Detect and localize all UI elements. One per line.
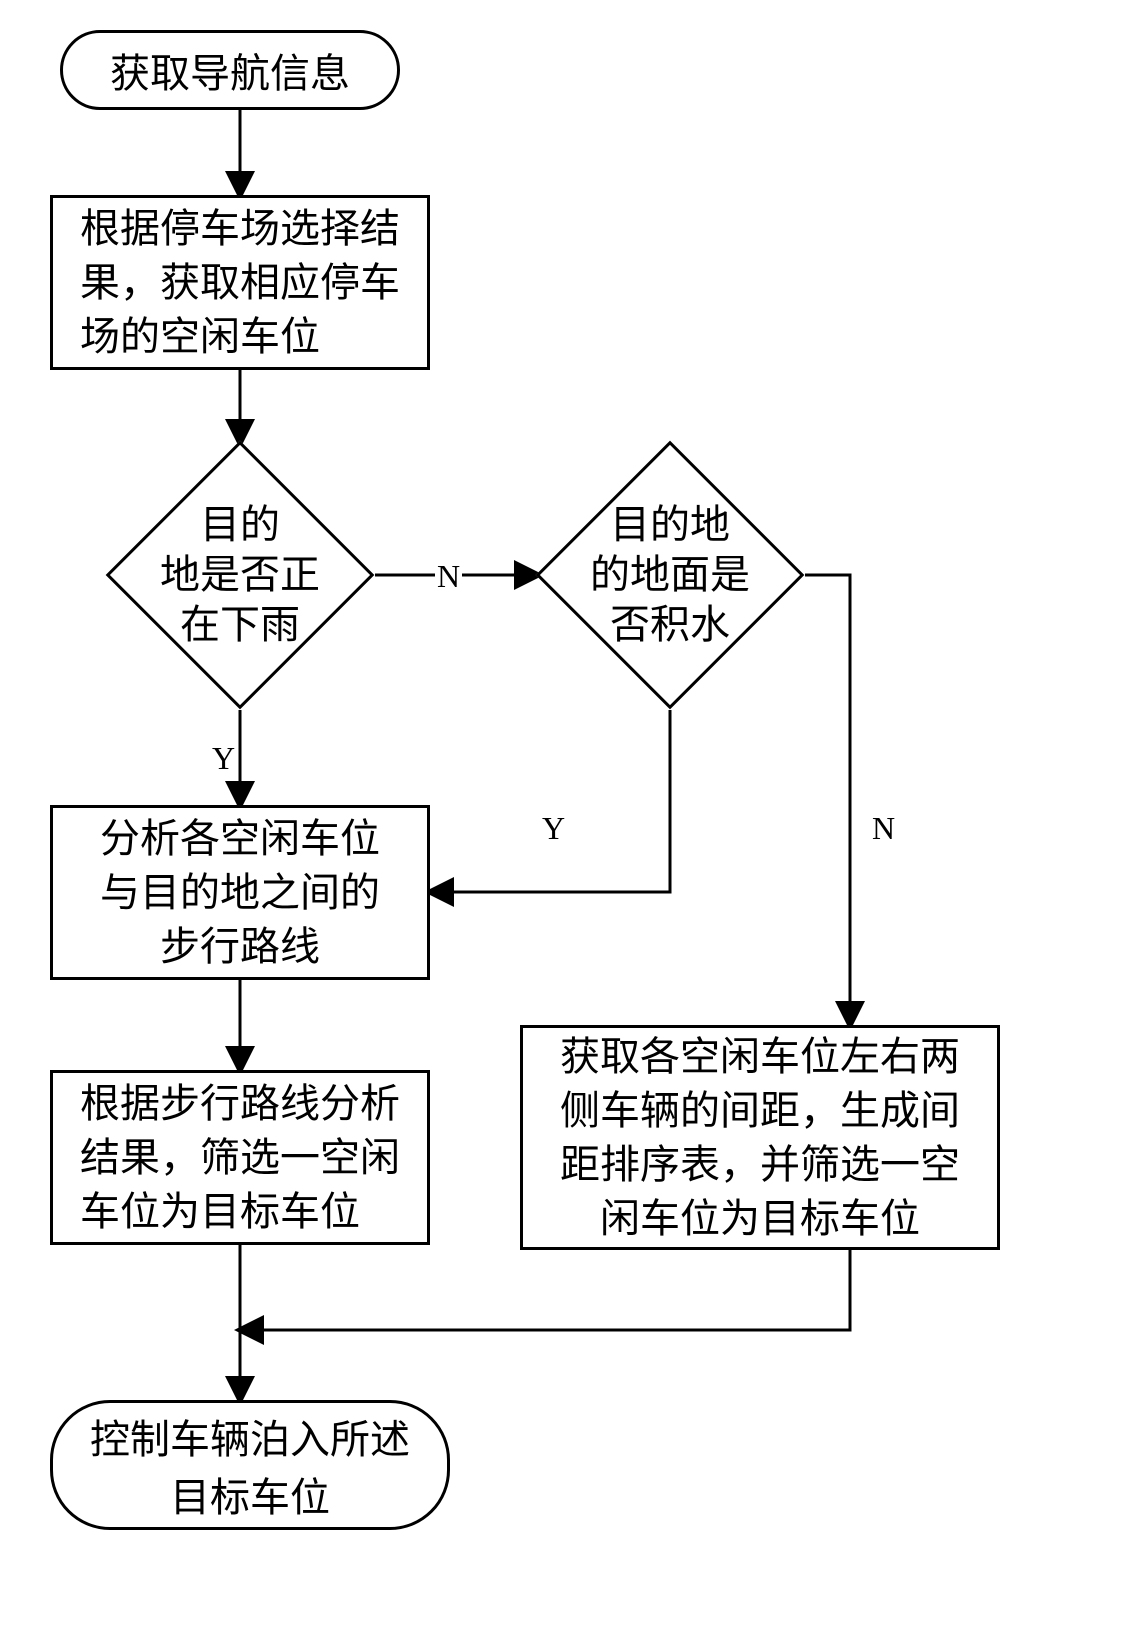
decision-raining bbox=[106, 441, 375, 710]
end-node: 控制车辆泊入所述 目标车位 bbox=[50, 1400, 450, 1530]
edge-label-d1-y: Y bbox=[210, 740, 237, 777]
decision-water bbox=[536, 441, 805, 710]
process-select-by-walk: 根据步行路线分析 结果，筛选一空闲 车位为目标车位 bbox=[50, 1070, 430, 1245]
edge-label-d2-n: N bbox=[870, 810, 897, 847]
flowchart-container: 获取导航信息 根据停车场选择结 果，获取相应停车 场的空闲车位 目的 地是否正 … bbox=[50, 30, 1080, 1610]
process-select-by-walk-text: 根据步行路线分析 结果，筛选一空闲 车位为目标车位 bbox=[80, 1077, 400, 1239]
end-text: 控制车辆泊入所述 目标车位 bbox=[90, 1407, 410, 1523]
start-text: 获取导航信息 bbox=[110, 41, 350, 99]
process-analyze-walk: 分析各空闲车位 与目的地之间的 步行路线 bbox=[50, 805, 430, 980]
edge-label-d2-y: Y bbox=[540, 810, 567, 847]
process-get-spaces-text: 根据停车场选择结 果，获取相应停车 场的空闲车位 bbox=[80, 202, 400, 364]
start-node: 获取导航信息 bbox=[60, 30, 400, 110]
process-select-by-gap-text: 获取各空闲车位左右两 侧车辆的间距，生成间 距排序表，并筛选一空 闲车位为目标车… bbox=[541, 1030, 979, 1246]
process-select-by-gap: 获取各空闲车位左右两 侧车辆的间距，生成间 距排序表，并筛选一空 闲车位为目标车… bbox=[520, 1025, 1000, 1250]
edge-label-d1-n: N bbox=[435, 558, 462, 595]
process-get-spaces: 根据停车场选择结 果，获取相应停车 场的空闲车位 bbox=[50, 195, 430, 370]
process-analyze-walk-text: 分析各空闲车位 与目的地之间的 步行路线 bbox=[71, 812, 409, 974]
